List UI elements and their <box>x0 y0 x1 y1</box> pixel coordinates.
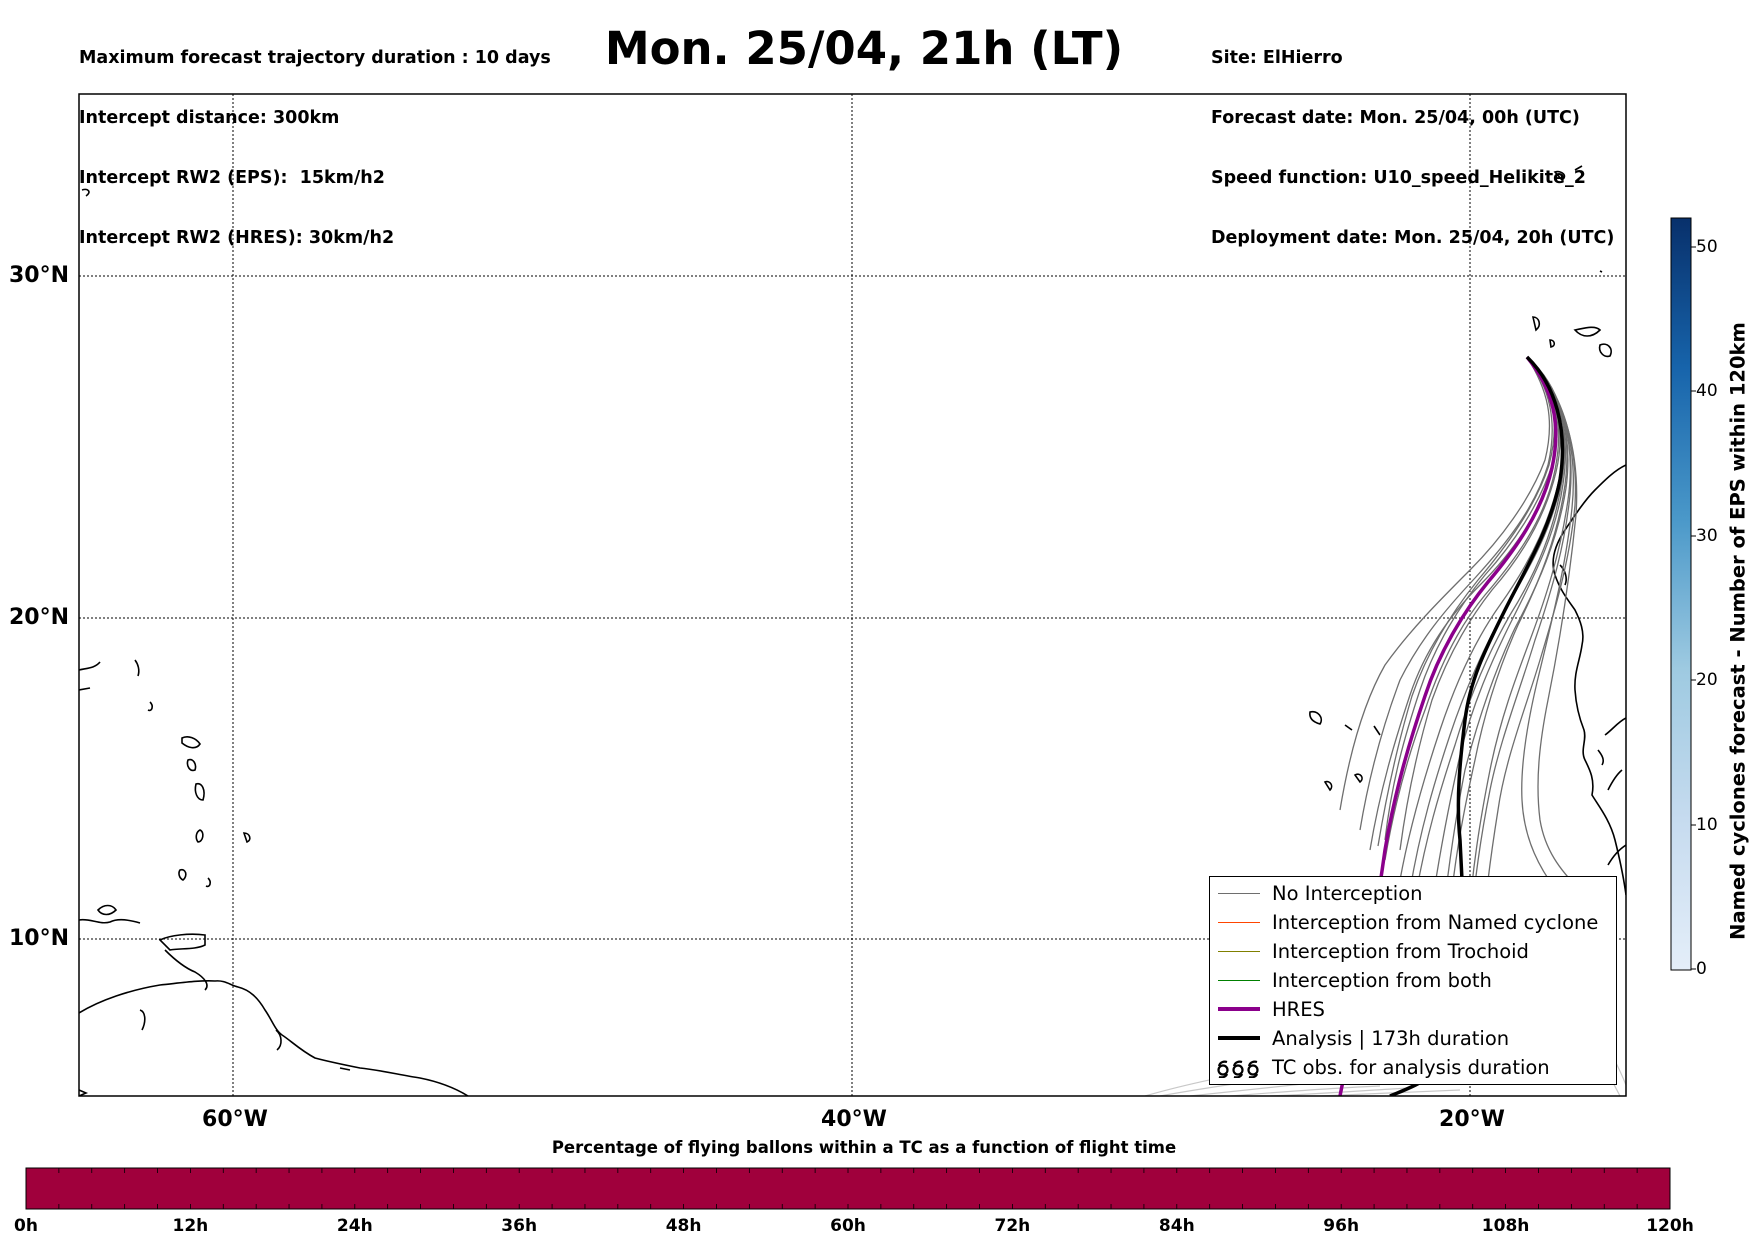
site-info: Site: ElHierro Forecast date: Mon. 25/04… <box>1211 8 1614 268</box>
map-legend: No Interception Interception from Named … <box>1209 876 1617 1085</box>
time-tick-label: 120h <box>1646 1216 1694 1236</box>
info-line: Speed function: U10_speed_Helikite_2 <box>1211 168 1586 188</box>
time-bar-ticks <box>58 1168 1638 1209</box>
legend-item-both: Interception from both <box>1210 966 1616 994</box>
legend-item-hres: HRES <box>1210 995 1616 1023</box>
lat-label-10n: 10°N <box>9 926 70 951</box>
cyclone-colorbar <box>1670 217 1692 971</box>
legend-item-named-cyclone: Interception from Named cyclone <box>1210 908 1616 936</box>
legend-swatch <box>1218 893 1260 894</box>
legend-swatch <box>1218 951 1260 952</box>
time-tick-label: 96h <box>1323 1216 1360 1236</box>
info-line: Site: ElHierro <box>1211 48 1343 68</box>
info-line: Intercept distance: 300km <box>79 108 340 128</box>
time-percentage-bar <box>25 1167 1671 1210</box>
legend-label: Interception from Named cyclone <box>1272 911 1599 934</box>
time-tick-label: 0h <box>14 1216 38 1236</box>
colorbar-tick-label: 0 <box>1696 959 1707 979</box>
legend-label: No Interception <box>1272 882 1423 905</box>
cyclone-symbol-icon <box>1217 1060 1259 1078</box>
legend-item-no-interception: No Interception <box>1210 879 1616 907</box>
info-line: Maximum forecast trajectory duration : 1… <box>79 48 551 68</box>
time-tick-label: 84h <box>1158 1216 1195 1236</box>
lat-label-30n: 30°N <box>9 263 70 288</box>
legend-swatch <box>1218 980 1260 981</box>
legend-swatch <box>1218 1007 1260 1011</box>
colorbar-ticks <box>1691 246 1696 970</box>
legend-swatch <box>1218 922 1260 923</box>
page-title: Mon. 25/04, 21h (LT) <box>604 22 1124 75</box>
legend-item-analysis: Analysis | 173h duration <box>1210 1024 1616 1052</box>
colorbar-tick-label: 30 <box>1696 526 1718 546</box>
lon-label-40w: 40°W <box>821 1107 887 1132</box>
time-tick-label: 60h <box>830 1216 866 1236</box>
legend-label: HRES <box>1272 998 1325 1021</box>
legend-label: Interception from Trochoid <box>1272 940 1529 963</box>
info-line: Forecast date: Mon. 25/04, 00h (UTC) <box>1211 108 1580 128</box>
info-line: Intercept RW2 (EPS): 15km/h2 <box>79 168 385 188</box>
legend-swatch <box>1218 1036 1260 1040</box>
time-tick-label: 12h <box>172 1216 209 1236</box>
time-tick-label: 72h <box>994 1216 1031 1236</box>
colorbar-title: Named cyclones forecast - Number of EPS … <box>1726 322 1750 940</box>
legend-label: Analysis | 173h duration <box>1272 1027 1510 1050</box>
time-tick-label: 108h <box>1481 1216 1530 1236</box>
legend-item-tc-obs: TC obs. for analysis duration <box>1210 1053 1616 1081</box>
legend-label: TC obs. for analysis duration <box>1272 1056 1550 1079</box>
time-bar-title: Percentage of flying ballons within a TC… <box>551 1138 1177 1157</box>
colorbar-tick-label: 50 <box>1696 237 1718 257</box>
time-tick-label: 48h <box>665 1216 702 1236</box>
lon-label-60w: 60°W <box>202 1107 268 1132</box>
time-tick-label: 36h <box>501 1216 538 1236</box>
legend-item-trochoid: Interception from Trochoid <box>1210 937 1616 965</box>
info-line: Deployment date: Mon. 25/04, 20h (UTC) <box>1211 228 1615 248</box>
colorbar-tick-label: 10 <box>1696 815 1718 835</box>
info-line: Intercept RW2 (HRES): 30km/h2 <box>79 228 395 248</box>
colorbar-tick-label: 40 <box>1696 381 1718 401</box>
time-tick-label: 24h <box>336 1216 373 1236</box>
africa-coastline <box>1309 165 1626 896</box>
forecast-parameters: Maximum forecast trajectory duration : 1… <box>79 8 551 268</box>
lon-label-20w: 20°W <box>1439 1107 1505 1132</box>
colorbar-tick-label: 20 <box>1696 670 1718 690</box>
legend-label: Interception from both <box>1272 969 1492 992</box>
lat-label-20n: 20°N <box>9 605 70 630</box>
caribbean-coastline <box>79 188 469 1096</box>
map-frame <box>78 93 1627 1097</box>
